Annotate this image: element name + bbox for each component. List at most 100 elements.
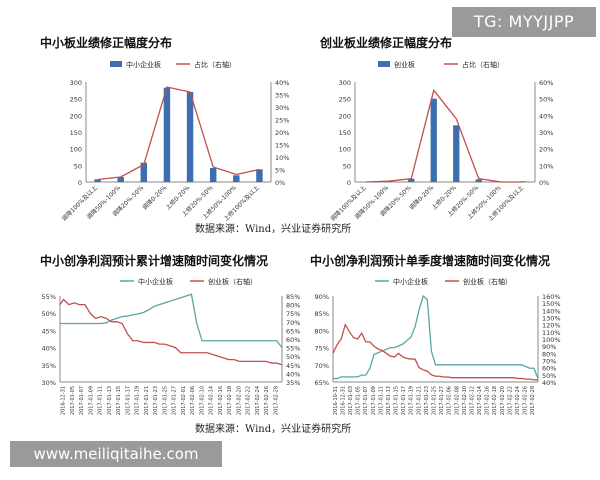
c2-legend-label-chinext: 创业板（右轴） xyxy=(208,277,257,286)
c3-xtick-5: 2017-01-09 xyxy=(371,386,377,415)
c3-xtick-19: 2017-02-14 xyxy=(477,386,483,415)
c3-xtick-1: 2016-12-31 xyxy=(340,386,346,415)
c0-ytick-right-8: 40% xyxy=(275,79,289,87)
c2-xtick-18: 2017-02-18 xyxy=(227,386,233,415)
c3-ytick-right-0: 40% xyxy=(542,379,556,387)
c1-ytick-right-2: 20% xyxy=(539,146,553,154)
c3-xtick-21: 2017-02-18 xyxy=(492,386,498,415)
c1-bar-2 xyxy=(408,178,415,182)
c2-xtick-20: 2017-02-22 xyxy=(246,386,252,415)
c1-ytick-left-3: 150 xyxy=(339,129,351,137)
source-note-bottom: 数据来源：Wind，兴业证券研究所 xyxy=(195,424,352,435)
c2-ytick-left-5: 55% xyxy=(42,293,56,301)
c1-title: 创业板业绩修正幅度分布 xyxy=(319,35,452,50)
c3-ytick-right-8: 120% xyxy=(542,322,561,330)
c2-ytick-right-5: 60% xyxy=(286,336,300,344)
c3-ytick-right-12: 160% xyxy=(542,293,561,301)
c3-xtick-14: 2017-01-27 xyxy=(439,386,445,415)
c3-xtick-15: 2017-02-06 xyxy=(447,386,453,415)
c2-ytick-right-9: 80% xyxy=(286,302,300,310)
c2-ytick-right-6: 65% xyxy=(286,327,300,335)
c0-ytick-right-1: 5% xyxy=(275,167,285,175)
c3-xtick-20: 2017-02-16 xyxy=(485,386,491,415)
c3-xtick-2: 2017-01-03 xyxy=(348,386,354,415)
c3-ytick-left-1: 70% xyxy=(315,362,329,370)
c2-xtick-6: 2017-01-15 xyxy=(116,386,122,415)
c2-ytick-right-8: 75% xyxy=(286,310,300,318)
c2-xtick-16: 2017-02-14 xyxy=(209,386,215,415)
c0-ytick-right-3: 15% xyxy=(275,142,289,150)
c3-xtick-4: 2017-01-07 xyxy=(363,386,369,415)
c0-ytick-left-6: 300 xyxy=(70,79,82,87)
c1-ytick-left-6: 300 xyxy=(339,79,351,87)
c0-ytick-left-3: 150 xyxy=(70,129,82,137)
c0-bar-7 xyxy=(256,169,263,182)
c0-bar-5 xyxy=(209,168,217,182)
c3-xtick-12: 2017-01-23 xyxy=(424,386,430,415)
c3-legend-label-chinext: 创业板（右轴） xyxy=(463,277,512,286)
c2-xtick-17: 2017-02-16 xyxy=(218,386,224,415)
c0-bar-3 xyxy=(163,87,171,182)
c1-ytick-right-6: 60% xyxy=(539,79,553,87)
c1-ytick-left-1: 50 xyxy=(343,162,351,170)
c3-xtick-11: 2017-01-21 xyxy=(416,386,422,415)
c2-legend-label-sme: 中小企业板 xyxy=(138,277,173,286)
c2-xtick-4: 2017-01-11 xyxy=(98,386,104,415)
c0-bar-2 xyxy=(140,162,148,182)
source-note-top: 数据来源：Wind，兴业证券研究所 xyxy=(195,224,352,235)
c2-xtick-22: 2017-02-26 xyxy=(264,386,270,415)
c3-legend-label-sme: 中小企业板 xyxy=(393,277,428,286)
c0-ytick-right-5: 25% xyxy=(275,117,289,125)
c1-line-share xyxy=(366,88,524,183)
c3-xtick-13: 2017-01-25 xyxy=(432,386,438,415)
c3-xtick-7: 2017-01-13 xyxy=(386,386,392,415)
c2-ytick-left-3: 45% xyxy=(42,327,56,335)
c1-ytick-right-5: 50% xyxy=(539,96,553,104)
c3-ytick-left-0: 65% xyxy=(315,379,329,387)
c3-xtick-17: 2017-02-10 xyxy=(462,386,468,415)
c3-ytick-right-10: 140% xyxy=(542,307,561,315)
c3-ytick-right-7: 110% xyxy=(542,329,561,337)
c1-bar-3 xyxy=(430,98,437,182)
c2-xtick-11: 2017-01-25 xyxy=(162,386,168,415)
c0-ytick-right-0: 0% xyxy=(275,179,285,187)
c2-line-chinext xyxy=(59,298,283,366)
c3-xtick-16: 2017-02-08 xyxy=(454,386,460,415)
c2-xtick-23: 2017-02-28 xyxy=(273,386,279,415)
watermark-bottom-left: www.meiliqitaihe.com xyxy=(10,441,222,467)
c0-ytick-left-1: 50 xyxy=(74,162,82,170)
c2-ytick-left-1: 35% xyxy=(42,362,56,370)
c2-ytick-left-2: 40% xyxy=(42,345,56,353)
c3-ytick-right-2: 60% xyxy=(542,365,556,373)
c2-ytick-right-3: 50% xyxy=(286,353,300,361)
c1-bar-4 xyxy=(453,125,460,182)
c1-ytick-right-0: 0% xyxy=(539,179,549,187)
c0-ytick-left-5: 250 xyxy=(70,96,82,104)
c3-line-sme-board xyxy=(333,294,539,380)
c3-ytick-right-11: 150% xyxy=(542,300,561,308)
c0-legend-label-bar: 中小企业板 xyxy=(126,60,161,69)
c2-xtick-2: 2017-01-07 xyxy=(79,386,85,415)
c1-ytick-left-5: 250 xyxy=(339,96,351,104)
c1-legend-label-bar: 创业板 xyxy=(394,60,415,69)
c3-xtick-8: 2017-01-15 xyxy=(394,386,400,415)
c3-ytick-right-5: 90% xyxy=(542,343,556,351)
c3-xtick-22: 2017-02-20 xyxy=(500,386,506,415)
c3-xtick-6: 2017-01-11 xyxy=(378,386,384,415)
c2-ytick-right-10: 85% xyxy=(286,293,300,301)
c1-legend-label-line: 占比（右轴） xyxy=(462,60,504,69)
c2-xtick-9: 2017-01-21 xyxy=(144,386,150,415)
c2-ytick-right-2: 45% xyxy=(286,362,300,370)
c2-xtick-10: 2017-01-23 xyxy=(153,386,159,415)
c3-line-chinext xyxy=(332,323,538,381)
c2-xtick-14: 2017-02-06 xyxy=(190,386,196,415)
c1-legend-swatch-bar xyxy=(378,61,390,67)
c3-xtick-18: 2017-02-12 xyxy=(469,386,475,415)
c3-ytick-right-3: 70% xyxy=(542,358,556,366)
c3-xtick-0: 2016-10-31 xyxy=(333,386,339,415)
c2-xtick-15: 2017-02-10 xyxy=(199,386,205,415)
c3-ytick-left-5: 90% xyxy=(315,293,329,301)
c2-xtick-8: 2017-01-19 xyxy=(135,386,141,415)
c2-ytick-right-7: 70% xyxy=(286,319,300,327)
